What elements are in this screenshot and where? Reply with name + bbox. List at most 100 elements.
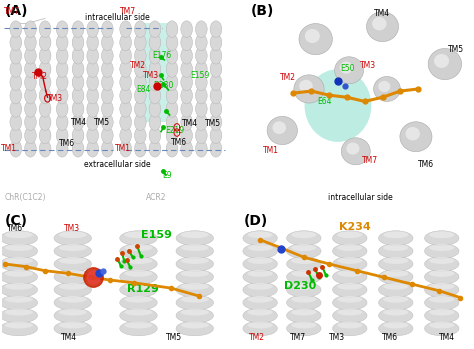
Ellipse shape <box>287 231 321 246</box>
Ellipse shape <box>247 309 273 315</box>
Text: TM2: TM2 <box>249 333 264 342</box>
Ellipse shape <box>149 61 161 77</box>
Ellipse shape <box>166 74 178 91</box>
Text: TM6: TM6 <box>171 139 187 147</box>
Ellipse shape <box>287 269 321 284</box>
Ellipse shape <box>149 114 161 131</box>
Circle shape <box>273 121 286 134</box>
Ellipse shape <box>72 114 84 131</box>
Circle shape <box>372 17 386 30</box>
Ellipse shape <box>72 61 84 77</box>
Ellipse shape <box>383 296 409 303</box>
Ellipse shape <box>135 87 146 104</box>
Ellipse shape <box>425 308 459 323</box>
Text: E219: E219 <box>165 126 184 135</box>
Ellipse shape <box>247 244 273 251</box>
Ellipse shape <box>72 101 84 117</box>
Text: TM4: TM4 <box>374 9 391 18</box>
Ellipse shape <box>247 322 273 328</box>
Ellipse shape <box>337 322 363 328</box>
Ellipse shape <box>287 308 321 323</box>
Ellipse shape <box>101 114 113 131</box>
Ellipse shape <box>181 309 209 315</box>
Circle shape <box>340 61 353 74</box>
Ellipse shape <box>429 270 455 277</box>
Ellipse shape <box>10 74 22 91</box>
Ellipse shape <box>135 34 146 51</box>
Circle shape <box>400 122 432 152</box>
Ellipse shape <box>56 114 68 131</box>
Ellipse shape <box>120 34 131 51</box>
Ellipse shape <box>166 47 178 64</box>
Ellipse shape <box>181 127 192 144</box>
Ellipse shape <box>10 87 22 104</box>
Text: TM6: TM6 <box>418 160 434 169</box>
Ellipse shape <box>337 231 363 238</box>
Ellipse shape <box>124 296 153 303</box>
Ellipse shape <box>166 127 178 144</box>
Ellipse shape <box>247 296 273 303</box>
Ellipse shape <box>149 34 161 51</box>
Ellipse shape <box>210 34 222 51</box>
Ellipse shape <box>333 282 367 297</box>
Ellipse shape <box>119 244 157 259</box>
Ellipse shape <box>166 114 178 131</box>
Ellipse shape <box>56 127 68 144</box>
Ellipse shape <box>287 282 321 297</box>
Ellipse shape <box>87 127 99 144</box>
Text: TM7: TM7 <box>120 7 136 16</box>
Ellipse shape <box>379 257 413 271</box>
Ellipse shape <box>149 74 161 91</box>
Circle shape <box>406 127 420 140</box>
Ellipse shape <box>0 295 37 310</box>
Ellipse shape <box>243 269 277 284</box>
Ellipse shape <box>210 87 222 104</box>
Text: TM5: TM5 <box>205 119 221 128</box>
Ellipse shape <box>243 282 277 297</box>
Ellipse shape <box>379 295 413 310</box>
Ellipse shape <box>56 101 68 117</box>
Ellipse shape <box>337 283 363 290</box>
Ellipse shape <box>195 74 207 91</box>
Ellipse shape <box>56 21 68 37</box>
Ellipse shape <box>181 47 192 64</box>
Ellipse shape <box>181 296 209 303</box>
Ellipse shape <box>383 257 409 264</box>
Ellipse shape <box>59 322 87 328</box>
Ellipse shape <box>10 101 22 117</box>
Ellipse shape <box>243 321 277 336</box>
Ellipse shape <box>176 231 213 246</box>
Ellipse shape <box>120 114 131 131</box>
Ellipse shape <box>243 257 277 271</box>
Ellipse shape <box>243 295 277 310</box>
Ellipse shape <box>54 269 91 284</box>
Ellipse shape <box>429 322 455 328</box>
Ellipse shape <box>25 114 36 131</box>
Ellipse shape <box>120 140 131 157</box>
Ellipse shape <box>287 257 321 271</box>
Ellipse shape <box>54 257 91 271</box>
Text: TM4: TM4 <box>182 119 199 128</box>
Ellipse shape <box>383 270 409 277</box>
Ellipse shape <box>291 322 317 328</box>
Ellipse shape <box>291 244 317 251</box>
Ellipse shape <box>195 61 207 77</box>
Ellipse shape <box>54 295 91 310</box>
Ellipse shape <box>166 101 178 117</box>
Ellipse shape <box>195 127 207 144</box>
Ellipse shape <box>291 296 317 303</box>
Ellipse shape <box>149 21 161 37</box>
Ellipse shape <box>429 257 455 264</box>
Ellipse shape <box>59 231 87 238</box>
Ellipse shape <box>291 270 317 277</box>
Ellipse shape <box>176 321 213 336</box>
Ellipse shape <box>135 74 146 91</box>
Ellipse shape <box>72 87 84 104</box>
Ellipse shape <box>87 61 99 77</box>
Ellipse shape <box>101 61 113 77</box>
Ellipse shape <box>101 87 113 104</box>
Text: TM3: TM3 <box>360 61 376 69</box>
Ellipse shape <box>181 257 209 264</box>
Ellipse shape <box>135 21 146 37</box>
Text: TM7: TM7 <box>362 156 378 165</box>
